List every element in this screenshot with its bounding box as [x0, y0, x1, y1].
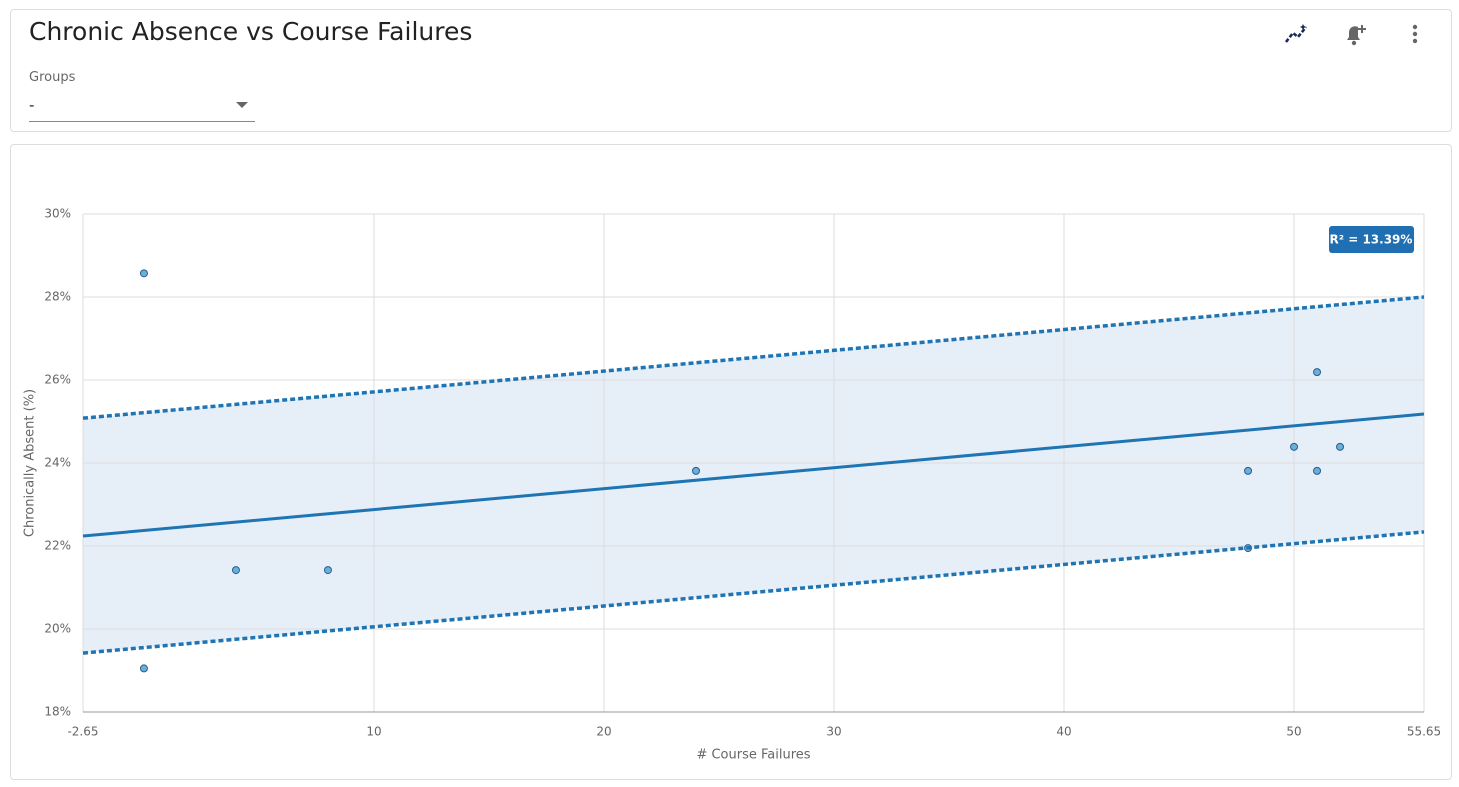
scatter-point [231, 566, 240, 575]
x-tick-label: 20 [596, 725, 611, 739]
x-tick-label: 30 [826, 725, 841, 739]
filter-value[interactable]: - [29, 96, 35, 114]
header-card [10, 9, 1452, 132]
scatter-point [139, 664, 148, 673]
y-tick-label: 26% [44, 373, 71, 387]
annotation-box [1329, 226, 1414, 253]
confidence-line [82, 295, 1425, 420]
trend-line [82, 412, 1425, 538]
x-tick-label: 50 [1286, 725, 1301, 739]
y-axis-label: Chronically Absent (%) [23, 389, 38, 537]
y-tick-label: 28% [44, 290, 71, 304]
y-tick-label: 18% [44, 705, 71, 719]
confidence-line [82, 530, 1425, 655]
filter-label: Groups [29, 70, 76, 85]
y-tick-label: 24% [44, 456, 71, 470]
scatter-point [1313, 368, 1322, 377]
scatter-point [323, 566, 332, 575]
scatter-point [1313, 466, 1322, 475]
alert-icon[interactable] [1343, 21, 1371, 47]
x-axis-label: # Course Failures [696, 748, 810, 763]
scatter-point [691, 466, 700, 475]
annotation: R² = 13.39% [1330, 233, 1413, 247]
scatter-point [1290, 442, 1299, 451]
filter-underline [29, 121, 255, 122]
x-tick-label: 55.65 [1407, 725, 1441, 739]
trend-icon[interactable] [1284, 22, 1310, 46]
x-tick-label: -2.65 [67, 725, 98, 739]
scatter-point [1244, 466, 1253, 475]
x-tick-label: 10 [366, 725, 381, 739]
menu-icon[interactable] [1407, 23, 1423, 45]
dropdown-arrow[interactable] [235, 100, 249, 110]
x-tick-label: 40 [1056, 725, 1071, 739]
y-tick-label: 30% [44, 207, 71, 221]
y-tick-label: 20% [44, 622, 71, 636]
y-tick-label: 22% [44, 539, 71, 553]
page-title: Chronic Absence vs Course Failures [29, 17, 473, 46]
scatter-point [1336, 442, 1345, 451]
scatter-point [139, 269, 148, 278]
